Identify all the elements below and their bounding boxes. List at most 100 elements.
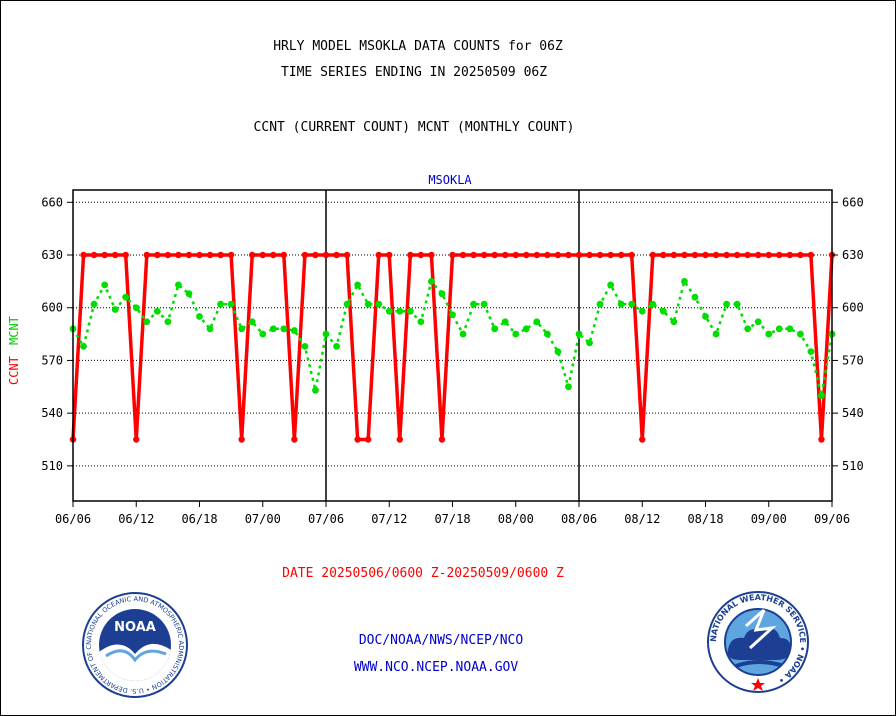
ccnt-point — [807, 251, 815, 259]
mcnt-point — [111, 306, 119, 313]
mcnt-point — [417, 318, 425, 326]
x-tick-label-06-12: 06/12 — [118, 512, 154, 526]
mcnt-point — [744, 325, 752, 333]
mcnt-point — [227, 300, 235, 308]
ccnt-point — [512, 251, 519, 259]
ccnt-point — [681, 251, 688, 259]
ccnt-point — [249, 251, 256, 259]
ccnt-point — [354, 436, 361, 443]
ccnt-point — [227, 251, 235, 259]
ccnt-point — [639, 436, 646, 443]
x-tick-label-08-00: 08/00 — [498, 512, 534, 526]
ccnt-point — [702, 251, 709, 259]
mcnt-point — [428, 277, 435, 285]
mcnt-point — [617, 300, 625, 308]
ccnt-point — [280, 251, 288, 259]
mcnt-point — [754, 318, 762, 326]
ccnt-line — [71, 253, 834, 442]
mcnt-point — [491, 325, 499, 333]
mcnt-point — [164, 318, 172, 326]
mcnt-point — [765, 330, 773, 338]
ccnt-point — [607, 251, 614, 259]
website-link[interactable]: WWW.NCO.NCEP.NOAA.GOV — [353, 660, 519, 675]
mcnt-point — [807, 348, 815, 356]
ccnt-point — [206, 251, 214, 259]
mcnt-point — [206, 325, 214, 333]
ccnt-point — [818, 436, 825, 443]
ccnt-point — [544, 251, 551, 259]
y-tick-label-right: 630 — [842, 248, 864, 262]
mcnt-point — [406, 307, 414, 315]
y-tick-label-left: 570 — [41, 353, 63, 367]
mcnt-point — [712, 330, 720, 338]
mcnt-axis-label: MCNT — [7, 316, 21, 345]
mcnt-point — [470, 300, 477, 308]
ccnt-point — [470, 251, 477, 259]
x-tick-label-07-00: 07/00 — [245, 512, 281, 526]
mcnt-point — [143, 318, 151, 326]
y-tick-label-left: 630 — [41, 248, 63, 262]
x-tick-label-08-18: 08/18 — [687, 512, 723, 526]
mcnt-point — [259, 330, 267, 338]
x-tick-label-07-12: 07/12 — [371, 512, 407, 526]
mcnt-point — [565, 383, 572, 391]
ccnt-point — [301, 251, 309, 259]
ccnt-axis-label: CCNT — [7, 356, 21, 385]
mcnt-point — [122, 293, 130, 301]
ccnt-point — [712, 251, 720, 259]
ccnt-point — [755, 251, 762, 259]
plot-frame — [72, 189, 833, 502]
ccnt-point — [80, 251, 87, 259]
mcnt-point — [796, 330, 804, 338]
ccnt-point — [185, 251, 193, 259]
mcnt-point — [638, 307, 646, 315]
x-tick-label-09-06: 09/06 — [814, 512, 850, 526]
y-tick-label-right: 600 — [842, 301, 864, 315]
x-tick-label-06-18: 06/18 — [181, 512, 217, 526]
y-tick-label-right: 510 — [842, 459, 864, 473]
ccnt-point — [322, 251, 330, 259]
mcnt-point — [132, 304, 140, 312]
ccnt-point — [196, 251, 203, 259]
ccnt-point — [396, 436, 403, 443]
ccnt-point — [691, 251, 699, 259]
ccnt-point — [238, 436, 245, 443]
nws-logo: NATIONAL WEATHER SERVICE • NOAA • — [707, 591, 809, 693]
mcnt-point — [522, 325, 530, 333]
ccnt-point — [765, 251, 772, 259]
ccnt-point — [217, 251, 224, 259]
mcnt-point — [185, 290, 193, 298]
mcnt-point — [438, 290, 446, 298]
mcnt-point — [396, 307, 404, 315]
chart-title: MSOKLA — [428, 173, 472, 187]
mcnt-point — [670, 318, 678, 326]
mcnt-point — [459, 330, 467, 338]
ccnt-point — [628, 251, 635, 259]
x-tick-label-08-06: 08/06 — [561, 512, 597, 526]
ccnt-point — [491, 251, 498, 259]
ccnt-point — [333, 251, 340, 259]
chart-subtitle: CCNT (CURRENT COUNT) MCNT (MONTHLY COUNT… — [253, 120, 575, 135]
y-tick-label-right: 540 — [842, 406, 864, 420]
ccnt-point — [744, 251, 751, 259]
ccnt-point — [312, 251, 319, 259]
ccnt-point — [733, 251, 741, 259]
ccnt-point — [459, 251, 467, 259]
ccnt-point — [523, 251, 530, 259]
ccnt-point — [164, 251, 172, 259]
title-line-2: TIME SERIES ENDING IN 20250509 06Z — [280, 65, 548, 80]
y-tick-label-right: 570 — [842, 353, 864, 367]
mcnt-point — [153, 307, 161, 315]
y-tick-label-left: 540 — [41, 406, 63, 420]
ccnt-point — [111, 251, 119, 259]
ccnt-point — [723, 251, 730, 259]
noaa-logo-text: NOAA — [114, 620, 156, 635]
mcnt-point — [554, 348, 562, 356]
ccnt-point — [143, 251, 150, 259]
mcnt-point — [290, 327, 298, 334]
ccnt-point — [133, 436, 140, 443]
mcnt-point — [217, 300, 224, 308]
mcnt-point — [312, 386, 319, 394]
x-tick-label-09-00: 09/00 — [751, 512, 787, 526]
